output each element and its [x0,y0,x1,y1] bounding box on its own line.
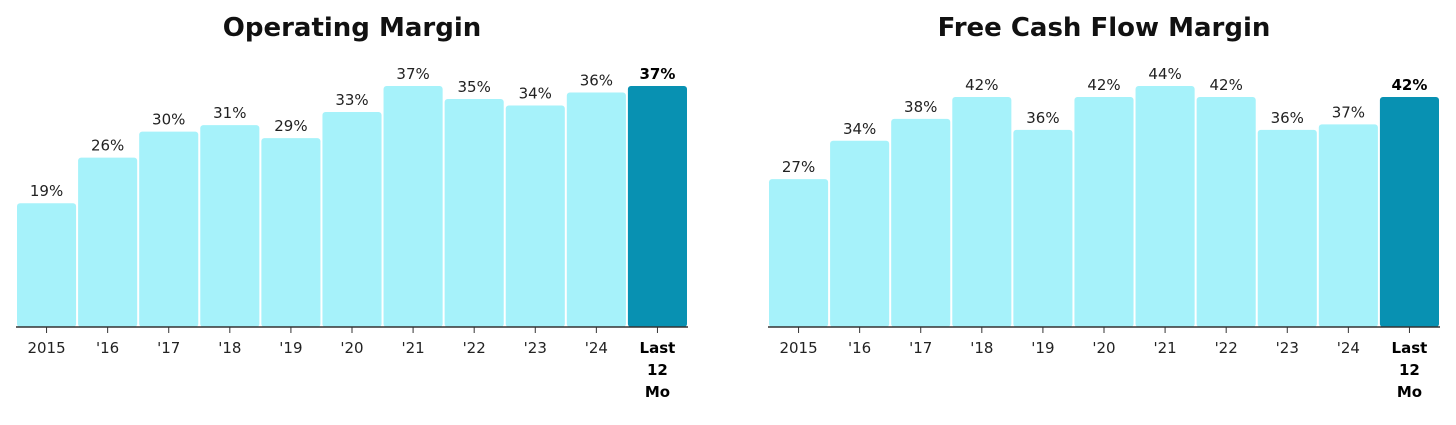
free-cash-flow-margin-tick-label-24: '24 [1337,339,1360,357]
operating-margin-value-label-18: 31% [213,104,246,122]
operating-margin-value-label-23: 34% [519,85,552,103]
operating-margin-bar-20 [322,112,382,327]
free-cash-flow-margin-value-label-19: 36% [1026,109,1059,127]
free-cash-flow-margin-bar-2015 [769,179,829,327]
free-cash-flow-margin-tick-label-16: '16 [848,339,871,357]
operating-margin-bar-2015 [17,203,77,327]
operating-margin-value-label-16: 26% [91,137,124,155]
free-cash-flow-margin-tick-label-19: '19 [1031,339,1054,357]
free-cash-flow-margin-value-label-16: 34% [843,120,876,138]
operating-margin-tick-label-23: '23 [524,339,547,357]
free-cash-flow-margin-tick-label-22: '22 [1215,339,1238,357]
operating-margin-value-label-2015: 19% [30,182,63,200]
free-cash-flow-margin-tick-label-23: '23 [1276,339,1299,357]
operating-margin-bar-24 [566,92,626,327]
operating-margin-tick-label-21: '21 [401,339,424,357]
operating-margin-value-label-19: 29% [274,117,307,135]
free-cash-flow-margin-chart: Free Cash Flow Margin 27% 2015 34% '16 38% '1… [768,13,1440,401]
free-cash-flow-margin-value-label-2015: 27% [782,158,815,176]
operating-margin-tick-label-last-12-mo: Last 12 Mo [640,339,676,401]
operating-margin-bar-23 [505,105,565,327]
free-cash-flow-margin-bar-18 [952,96,1012,327]
free-cash-flow-margin-tick-label-18: '18 [970,339,993,357]
operating-margin-tick-label-22: '22 [463,339,486,357]
free-cash-flow-margin-value-label-17: 38% [904,98,937,116]
operating-margin-value-label-22: 35% [458,78,491,96]
free-cash-flow-margin-value-label-18: 42% [965,76,998,94]
free-cash-flow-margin-bar-16 [830,140,890,327]
operating-margin-value-label-21: 37% [396,65,429,83]
free-cash-flow-margin-title: Free Cash Flow Margin [938,13,1271,43]
free-cash-flow-margin-value-label-22: 42% [1210,76,1243,94]
operating-margin-bar-last-12-mo [627,86,687,327]
free-cash-flow-margin-bar-20 [1074,96,1134,327]
operating-margin-bar-18 [200,125,260,327]
free-cash-flow-margin-tick-label-last-12-mo: Last 12 Mo [1392,339,1428,401]
free-cash-flow-margin-bar-17 [891,118,951,327]
free-cash-flow-margin-bar-21 [1135,86,1195,327]
free-cash-flow-margin-tick-label-17: '17 [909,339,932,357]
operating-margin-tick-label-20: '20 [340,339,363,357]
free-cash-flow-margin-bar-24 [1318,124,1378,327]
operating-margin-title: Operating Margin [223,13,482,43]
free-cash-flow-margin-tick-label-20: '20 [1092,339,1115,357]
operating-margin-value-label-17: 30% [152,111,185,129]
free-cash-flow-margin-value-label-21: 44% [1148,65,1181,83]
free-cash-flow-margin-value-label-last-12-mo: 42% [1391,76,1427,94]
operating-margin-tick-label-16: '16 [96,339,119,357]
operating-margin-value-label-last-12-mo: 37% [639,65,675,83]
operating-margin-tick-label-2015: 2015 [27,339,65,357]
operating-margin-value-label-24: 36% [580,72,613,90]
operating-margin-tick-label-17: '17 [157,339,180,357]
operating-margin-bar-16 [78,157,138,327]
operating-margin-tick-label-24: '24 [585,339,608,357]
operating-margin-bar-17 [139,131,199,327]
free-cash-flow-margin-value-label-20: 42% [1087,76,1120,94]
free-cash-flow-margin-tick-label-21: '21 [1153,339,1176,357]
free-cash-flow-margin-bar-23 [1257,129,1317,327]
operating-margin-bar-21 [383,86,443,327]
operating-margin-bar-22 [444,99,504,327]
operating-margin-bar-19 [261,138,321,327]
free-cash-flow-margin-value-label-23: 36% [1271,109,1304,127]
operating-margin-tick-label-18: '18 [218,339,241,357]
free-cash-flow-margin-bar-22 [1196,96,1256,327]
free-cash-flow-margin-value-label-24: 37% [1332,103,1365,121]
free-cash-flow-margin-bar-last-12-mo [1379,96,1439,327]
free-cash-flow-margin-bar-19 [1013,129,1073,327]
free-cash-flow-margin-tick-label-2015: 2015 [779,339,817,357]
operating-margin-chart: Operating Margin 19% 2015 26% '16 30% '17 31% '… [16,13,688,401]
operating-margin-value-label-20: 33% [335,91,368,109]
operating-margin-tick-label-19: '19 [279,339,302,357]
